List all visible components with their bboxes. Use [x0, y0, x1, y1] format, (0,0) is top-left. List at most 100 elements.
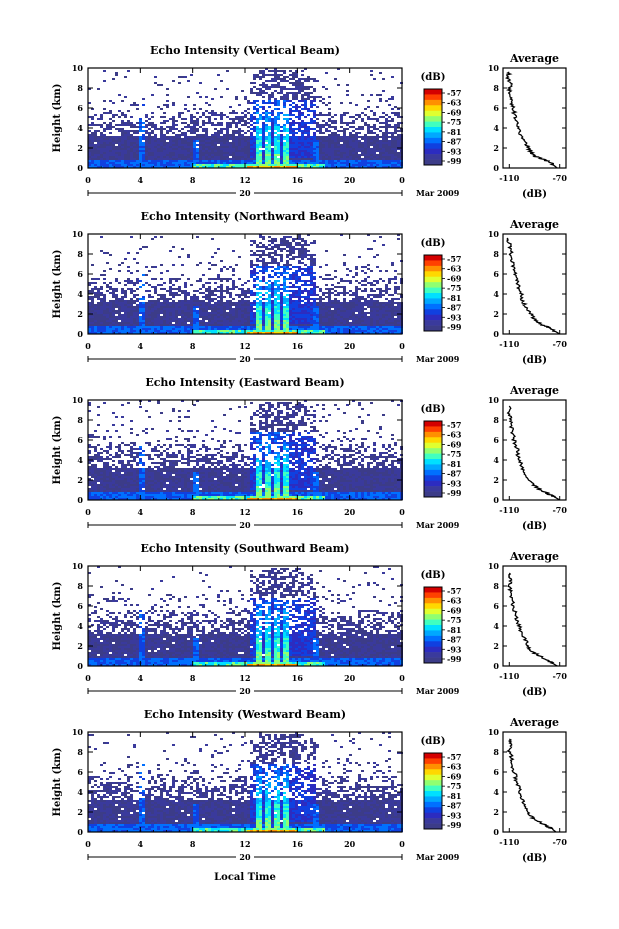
average-frame — [502, 399, 567, 501]
average-y-tick-label: 2 — [493, 807, 499, 817]
colorbar-swatch — [424, 437, 442, 444]
echo-heatmap — [88, 234, 403, 334]
average-profile-plot: Average 0 2 4 6 8 10 -110 -70 (dB) — [488, 52, 568, 200]
colorbar-swatch — [424, 426, 442, 433]
colorbar-tick-label: -99 — [447, 322, 462, 332]
panel-title: Echo Intensity (Vertical Beam) — [150, 44, 340, 57]
average-y-tick-label: 0 — [493, 329, 499, 339]
colorbar-swatch — [424, 796, 442, 803]
date-label-bg — [236, 187, 254, 199]
echo-heatmap — [88, 68, 403, 168]
y-axis-label: Height (km) — [52, 250, 63, 319]
average-y-tick-label: 8 — [493, 415, 499, 425]
y-tick-label: 2 — [77, 475, 83, 485]
colorbar-swatch — [424, 159, 442, 166]
average-profile-line — [506, 405, 561, 501]
colorbar-swatch — [424, 298, 442, 305]
panel-4: Echo Intensity (Southward Beam)0 4 8 12 16 20… — [52, 542, 567, 698]
colorbar-tick-label: -75 — [447, 117, 461, 127]
colorbar-swatch — [424, 823, 442, 830]
average-profile-plot: Average 0 2 4 6 8 10 -110 -70 (dB) — [488, 218, 568, 366]
colorbar-swatch — [424, 791, 442, 797]
colorbar-swatch — [424, 448, 442, 454]
average-y-tick-label: 8 — [493, 581, 499, 591]
colorbar-tick-label: -63 — [447, 264, 462, 274]
colorbar-swatch — [424, 641, 442, 648]
y-tick-label: 6 — [77, 767, 83, 777]
colorbar-swatch — [424, 127, 442, 133]
x-tick-label: 0 — [85, 673, 91, 683]
x-tick-label: 4 — [138, 341, 144, 351]
y-tick-label: 4 — [77, 289, 83, 299]
x-tick-label: 0 — [399, 507, 405, 517]
x-tick-label: 16 — [292, 175, 304, 185]
colorbar-swatch — [424, 293, 442, 299]
colorbar-tick-label: -57 — [447, 752, 461, 762]
colorbar-swatch — [424, 807, 442, 814]
colorbar-tick-label: -81 — [447, 127, 461, 137]
y-tick-label: 6 — [77, 601, 83, 611]
colorbar-tick-label: -93 — [447, 146, 462, 156]
colorbar-swatch — [424, 287, 442, 294]
average-y-tick-label: 2 — [493, 641, 499, 651]
colorbar-swatch — [424, 587, 442, 593]
colorbar-frame — [423, 254, 443, 332]
colorbar-tick-label: -63 — [447, 430, 462, 440]
colorbar-label: (dB) — [421, 570, 446, 581]
average-y-tick-label: 10 — [488, 229, 500, 239]
average-y-tick-label: 2 — [493, 475, 499, 485]
average-frame — [502, 233, 567, 335]
y-tick-label: 2 — [77, 807, 83, 817]
panel-title: Echo Intensity (Westward Beam) — [144, 708, 346, 721]
y-tick-label: 10 — [72, 561, 84, 571]
date-label: 20 — [239, 852, 251, 862]
y-tick-label: 8 — [77, 581, 83, 591]
colorbar-swatch — [424, 260, 442, 267]
panel-2: Echo Intensity (Northward Beam)0 4 8 12 16 20… — [52, 210, 567, 366]
average-profile-line — [507, 572, 558, 667]
colorbar-swatch — [424, 303, 442, 310]
average-title: Average — [509, 52, 559, 65]
colorbar-label: (dB) — [421, 238, 446, 249]
colorbar-tick-label: -81 — [447, 459, 461, 469]
x-tick-label: 12 — [239, 839, 250, 849]
colorbar-swatch — [424, 453, 442, 460]
y-axis-label: Height (km) — [52, 748, 63, 817]
colorbar-swatch — [424, 801, 442, 808]
x-tick-label: 12 — [239, 341, 250, 351]
colorbar-swatch — [424, 105, 442, 112]
x-tick-label: 20 — [344, 839, 356, 849]
colorbar-tick-label: -99 — [447, 820, 462, 830]
average-profile-line — [506, 738, 557, 833]
colorbar-swatch — [424, 608, 442, 615]
colorbar-tick-label: -99 — [447, 654, 462, 664]
average-profile-line — [504, 71, 558, 169]
colorbar-swatch — [424, 154, 442, 160]
colorbar-frame — [423, 88, 443, 166]
x-tick-label: 8 — [190, 507, 196, 517]
average-x-tick-label: -110 — [499, 173, 519, 183]
date-label: 20 — [239, 686, 251, 696]
x-tick-label: 4 — [138, 839, 144, 849]
y-tick-label: 0 — [77, 329, 83, 339]
panel-1: Echo Intensity (Vertical Beam)0 4 8 12 16 20 0… — [52, 44, 567, 200]
colorbar-swatch — [424, 614, 442, 620]
average-y-tick-label: 8 — [493, 83, 499, 93]
colorbar-tick-label: -87 — [447, 801, 461, 811]
date-label: 20 — [239, 354, 251, 364]
colorbar-tick-label: -57 — [447, 586, 461, 596]
colorbar-swatch — [424, 592, 442, 599]
colorbar-frame — [423, 752, 443, 830]
y-tick-label: 4 — [77, 455, 83, 465]
colorbar-tick-label: -57 — [447, 254, 461, 264]
colorbar-swatch — [424, 769, 442, 776]
y-tick-label: 0 — [77, 661, 83, 671]
average-x-tick-label: -70 — [552, 339, 567, 349]
date-label-bg — [236, 353, 254, 365]
colorbar-swatch — [424, 758, 442, 765]
colorbar-swatch — [424, 486, 442, 492]
colorbar-frame — [423, 586, 443, 664]
x-tick-label: 0 — [85, 175, 91, 185]
x-tick-label: 0 — [85, 839, 91, 849]
